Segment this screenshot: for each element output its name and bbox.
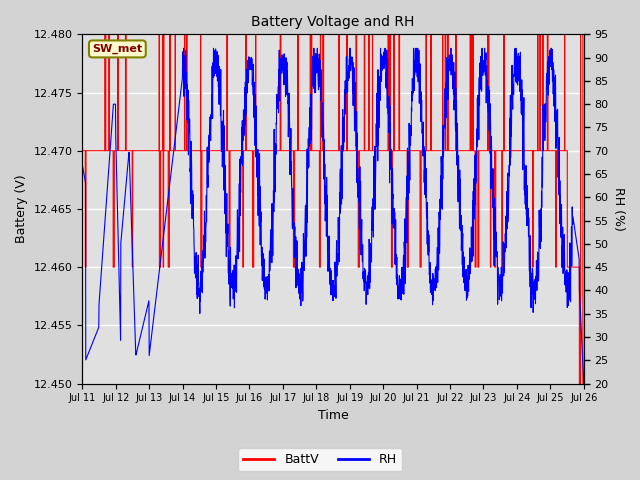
Title: Battery Voltage and RH: Battery Voltage and RH (252, 15, 415, 29)
Y-axis label: RH (%): RH (%) (612, 187, 625, 231)
Legend: BattV, RH: BattV, RH (238, 448, 402, 471)
Y-axis label: Battery (V): Battery (V) (15, 175, 28, 243)
Text: SW_met: SW_met (92, 44, 143, 54)
X-axis label: Time: Time (317, 409, 348, 422)
